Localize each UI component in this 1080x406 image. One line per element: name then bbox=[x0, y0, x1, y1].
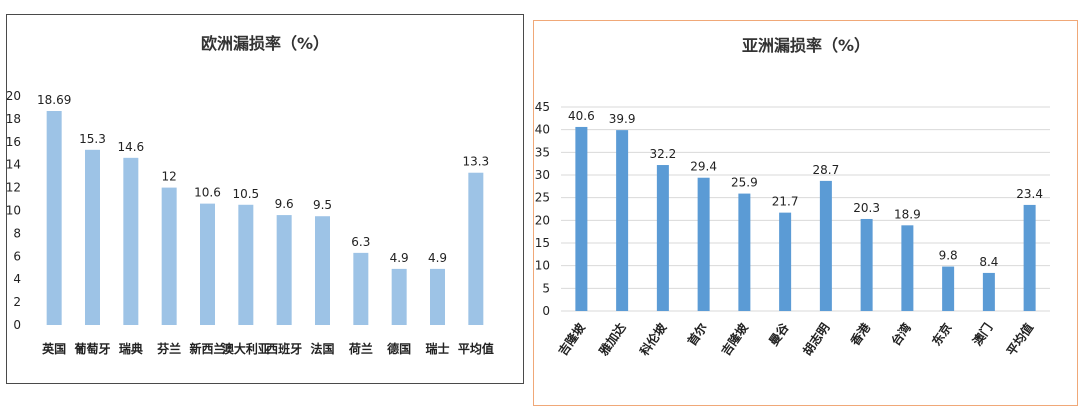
data-label: 13.3 bbox=[462, 155, 489, 169]
bar bbox=[901, 225, 914, 311]
bar bbox=[161, 187, 177, 325]
bar bbox=[942, 266, 955, 311]
data-label: 9.5 bbox=[313, 198, 332, 212]
data-label: 21.7 bbox=[772, 195, 799, 209]
category-label: 芬兰 bbox=[156, 341, 181, 356]
asia-chart: 亚洲漏损率（%） 0 5 10 15 20 25 30 35 40 45 40.6 吉隆坡 39.9 雅加… bbox=[535, 36, 1050, 359]
data-label: 20.3 bbox=[853, 201, 880, 215]
y-tick-label: 14 bbox=[7, 158, 21, 172]
y-tick-label: 20 bbox=[7, 89, 21, 103]
asia-chart-title: 亚洲漏损率（%） bbox=[742, 36, 870, 55]
category-label: 英国 bbox=[42, 341, 66, 356]
category-label: 法国 bbox=[310, 341, 334, 356]
category-label: 德国 bbox=[387, 341, 411, 356]
data-label: 39.9 bbox=[609, 112, 636, 126]
data-label: 10.5 bbox=[232, 187, 259, 201]
category-label: 首尔 bbox=[684, 320, 710, 348]
bar bbox=[315, 216, 330, 325]
europe-chart-panel: 欧洲漏损率（%） 0 2 4 6 8 10 12 14 16 18 20 18.69 英国 15.3 葡萄牙… bbox=[6, 14, 524, 384]
y-tick-label: 0 bbox=[13, 318, 21, 332]
category-label: 平均值 bbox=[458, 341, 494, 356]
data-label: 32.2 bbox=[650, 147, 677, 161]
data-label: 14.6 bbox=[117, 140, 144, 154]
category-label: 新西兰 bbox=[189, 341, 225, 356]
category-label: 荷兰 bbox=[348, 341, 373, 356]
data-label: 25.9 bbox=[731, 176, 758, 190]
europe-chart: 欧洲漏损率（%） 0 2 4 6 8 10 12 14 16 18 20 18.69 英国 15.3 葡萄牙… bbox=[7, 34, 494, 356]
asia-chart-panel: 亚洲漏损率（%） 0 5 10 15 20 25 30 35 40 45 40.6 吉隆坡 39.9 雅加… bbox=[533, 20, 1078, 406]
data-label: 4.9 bbox=[390, 251, 409, 265]
y-tick-label: 2 bbox=[13, 295, 21, 309]
bar bbox=[860, 218, 873, 311]
y-tick-label: 40 bbox=[535, 123, 550, 137]
category-label: 东京 bbox=[929, 320, 955, 348]
data-label: 29.4 bbox=[690, 160, 717, 174]
bar bbox=[276, 215, 292, 325]
bar bbox=[238, 204, 254, 325]
data-label: 28.7 bbox=[813, 163, 840, 177]
y-tick-label: 6 bbox=[13, 249, 21, 263]
bar bbox=[468, 172, 484, 325]
bar bbox=[697, 177, 710, 311]
data-label: 9.6 bbox=[275, 197, 294, 211]
y-tick-label: 25 bbox=[535, 191, 550, 205]
y-tick-label: 18 bbox=[7, 112, 21, 126]
data-label: 18.69 bbox=[37, 93, 71, 107]
category-label: 胡志明 bbox=[799, 320, 832, 358]
bar bbox=[819, 180, 832, 311]
y-tick-label: 10 bbox=[535, 259, 550, 273]
bar bbox=[1023, 204, 1036, 311]
category-label: 科伦坡 bbox=[636, 319, 670, 358]
bar bbox=[616, 130, 629, 311]
category-label: 澳门 bbox=[969, 320, 995, 348]
category-label: 瑞典 bbox=[119, 341, 143, 356]
data-label: 9.8 bbox=[939, 249, 958, 263]
category-label: 雅加达 bbox=[595, 320, 629, 359]
bar bbox=[85, 149, 100, 325]
bar bbox=[353, 252, 369, 325]
category-label: 葡萄牙 bbox=[73, 341, 110, 356]
bar bbox=[738, 193, 751, 311]
y-tick-label: 30 bbox=[535, 168, 550, 182]
category-label: 平均值 bbox=[1003, 320, 1036, 358]
bar bbox=[982, 272, 995, 311]
bar bbox=[430, 268, 445, 325]
data-label: 15.3 bbox=[79, 132, 106, 146]
y-tick-label: 20 bbox=[535, 213, 550, 227]
data-label: 10.6 bbox=[194, 186, 221, 200]
data-label: 8.4 bbox=[979, 255, 998, 269]
bar bbox=[46, 110, 62, 325]
bar bbox=[656, 165, 669, 311]
y-tick-label: 45 bbox=[535, 100, 550, 114]
category-label: 瑞士 bbox=[425, 341, 449, 356]
bar bbox=[391, 268, 407, 325]
bar bbox=[575, 126, 588, 312]
y-tick-label: 5 bbox=[542, 281, 550, 295]
bar bbox=[779, 212, 792, 311]
y-tick-label: 0 bbox=[542, 304, 550, 318]
category-label: 吉隆坡 bbox=[718, 319, 752, 358]
category-label: 香港 bbox=[846, 319, 873, 349]
category-label: 澳大利亚 bbox=[222, 341, 270, 356]
y-tick-label: 10 bbox=[7, 204, 21, 218]
data-label: 23.4 bbox=[1016, 187, 1043, 201]
category-label: 吉隆坡 bbox=[555, 319, 589, 358]
data-label: 4.9 bbox=[428, 251, 447, 265]
data-label: 18.9 bbox=[894, 207, 921, 221]
category-label: 曼谷 bbox=[766, 319, 793, 348]
europe-chart-title: 欧洲漏损率（%） bbox=[201, 34, 329, 53]
y-tick-label: 35 bbox=[535, 145, 550, 159]
y-tick-label: 16 bbox=[7, 135, 21, 149]
y-tick-label: 12 bbox=[7, 181, 21, 195]
y-tick-label: 8 bbox=[13, 226, 21, 240]
y-tick-label: 15 bbox=[535, 236, 550, 250]
data-label: 40.6 bbox=[568, 109, 595, 123]
y-tick-label: 4 bbox=[13, 272, 21, 286]
bar bbox=[123, 157, 139, 325]
bar bbox=[200, 203, 215, 325]
category-label: 西班牙 bbox=[266, 341, 302, 356]
data-label: 6.3 bbox=[351, 235, 370, 249]
category-label: 台湾 bbox=[888, 320, 914, 348]
data-label: 12 bbox=[162, 170, 177, 184]
